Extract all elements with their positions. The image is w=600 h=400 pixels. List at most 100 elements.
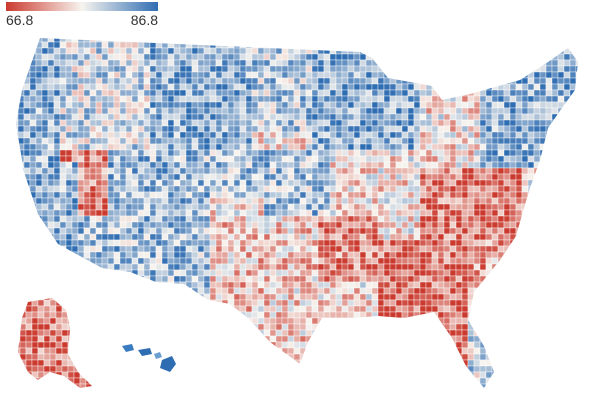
county-cell: [239, 38, 247, 43]
county-cell: [221, 89, 229, 97]
county-cell: [149, 341, 157, 349]
county-cell: [329, 131, 337, 139]
county-cell: [155, 185, 163, 193]
county-cell: [263, 293, 271, 301]
county-cell: [185, 155, 193, 163]
county-cell: [185, 53, 193, 61]
county-cell: [287, 209, 295, 217]
county-cell: [143, 113, 151, 121]
county-cell: [413, 305, 421, 313]
county-cell: [233, 281, 241, 289]
county-cell: [77, 155, 85, 163]
county-cell: [53, 203, 61, 211]
county-cell: [365, 149, 373, 157]
county-cell: [83, 251, 91, 259]
county-cell: [197, 149, 205, 157]
county-cell: [161, 221, 169, 229]
county-cell: [65, 113, 73, 121]
county-cell: [575, 83, 578, 91]
county-cell: [131, 65, 139, 73]
county-cell: [371, 317, 379, 325]
county-cell: [317, 125, 325, 133]
county-cell: [281, 221, 289, 229]
county-cell: [443, 245, 451, 253]
county-cell: [251, 341, 259, 349]
county-cell: [107, 53, 115, 61]
county-cell: [395, 209, 403, 217]
county-cell: [383, 41, 391, 49]
county-cell: [95, 137, 103, 145]
county-cell: [311, 179, 319, 187]
county-cell: [113, 59, 121, 67]
county-cell: [281, 341, 289, 349]
county-cell: [221, 167, 229, 175]
county-cell: [185, 305, 193, 313]
county-cell: [149, 137, 157, 145]
county-cell: [449, 155, 457, 163]
county-cell: [101, 239, 109, 247]
county-cell: [479, 239, 487, 247]
county-cell: [77, 293, 85, 301]
county-cell: [53, 77, 61, 85]
county-cell: [77, 305, 85, 313]
county-cell: [377, 167, 385, 175]
county-cell: [299, 143, 307, 151]
county-cell: [431, 77, 439, 85]
county-cell: [131, 161, 139, 169]
county-cell: [161, 95, 169, 103]
county-cell: [275, 143, 283, 151]
county-cell: [257, 197, 265, 205]
county-cell: [71, 83, 79, 91]
county-cell: [125, 137, 133, 145]
county-cell: [383, 155, 391, 163]
county-cell: [389, 179, 397, 187]
county-cell: [317, 263, 325, 271]
county-cell: [521, 107, 529, 115]
county-cell: [503, 113, 511, 121]
county-cell: [251, 95, 259, 103]
county-cell: [527, 77, 535, 85]
county-cell: [401, 227, 409, 235]
county-cell: [305, 107, 313, 115]
county-cell: [287, 41, 295, 49]
county-cell: [491, 95, 499, 103]
county-cell: [233, 257, 241, 265]
county-cell: [551, 137, 559, 145]
county-cell: [29, 41, 37, 49]
county-cell: [155, 245, 163, 253]
county-cell: [443, 341, 451, 349]
county-cell: [53, 131, 61, 139]
county-cell: [479, 245, 487, 253]
county-cell: [365, 83, 373, 91]
county-cell: [461, 101, 469, 109]
county-cell: [389, 95, 397, 103]
county-cell: [101, 281, 109, 289]
county-cell: [419, 155, 427, 163]
county-cell: [455, 203, 463, 211]
county-cell: [203, 239, 211, 247]
county-cell: [197, 38, 205, 43]
county-cell: [131, 137, 139, 145]
county-cell: [347, 305, 355, 313]
county-cell: [107, 185, 115, 193]
county-cell: [551, 209, 559, 217]
county-cell: [353, 173, 361, 181]
county-cell: [527, 161, 535, 169]
county-cell: [419, 209, 427, 217]
county-cell: [209, 161, 217, 169]
county-cell: [125, 155, 133, 163]
county-cell: [317, 101, 325, 109]
county-cell: [137, 257, 145, 265]
county-cell: [401, 179, 409, 187]
county-cell: [341, 251, 349, 259]
county-cell: [185, 299, 193, 307]
county-cell: [449, 173, 457, 181]
county-cell: [491, 83, 499, 91]
county-cell: [59, 89, 67, 97]
county-cell: [449, 119, 457, 127]
county-cell: [569, 305, 577, 313]
county-cell: [437, 179, 445, 187]
county-cell: [575, 59, 578, 67]
county-cell: [449, 275, 457, 283]
county-cell: [263, 257, 271, 265]
